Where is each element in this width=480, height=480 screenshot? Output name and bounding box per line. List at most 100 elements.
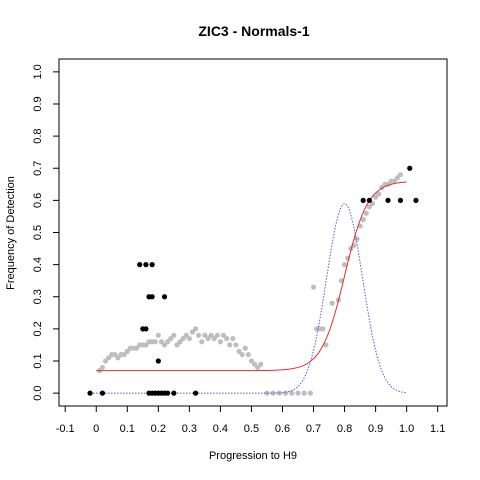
x-tick-label: 0.4 <box>213 423 228 435</box>
observed-point <box>407 165 413 171</box>
smoothed-point <box>329 300 335 306</box>
y-axis: 0.0 0.1 0.2 0.3 0.4 0.5 0.6 0.7 0.8 0.9 1.0 <box>32 64 59 401</box>
x-tick-label: 0.6 <box>275 423 290 435</box>
smoothed-point <box>171 332 177 338</box>
observed-point <box>149 294 155 300</box>
smoothed-point <box>301 390 307 396</box>
smoothed-point <box>174 342 180 348</box>
smoothed-point <box>211 335 217 342</box>
smoothed-point <box>354 236 360 242</box>
smoothed-point <box>199 339 205 345</box>
smoothed-point <box>341 262 348 268</box>
x-tick-label: 0.1 <box>120 423 135 435</box>
observed-point <box>161 294 168 300</box>
smoothed-point <box>236 348 242 354</box>
smoothed-point <box>239 351 245 358</box>
observed-point <box>171 390 177 396</box>
y-tick-label: 0.4 <box>32 257 44 272</box>
smoothed-point <box>152 339 158 345</box>
smoothed-point <box>214 332 220 338</box>
smoothed-point <box>323 342 329 348</box>
observed-point <box>155 358 161 364</box>
smoothed-point <box>264 390 270 396</box>
x-tick-label: 0 <box>93 423 99 435</box>
smoothed-point <box>233 342 239 348</box>
smoothed-point <box>310 284 317 290</box>
smoothed-point <box>307 390 314 396</box>
smoothed-point <box>230 335 236 342</box>
smoothed-point <box>186 335 192 342</box>
observed-point <box>385 197 391 203</box>
smoothed-point <box>220 332 227 338</box>
density-line <box>90 203 407 394</box>
observed-point <box>143 262 149 268</box>
x-tick-label: 1.0 <box>399 423 414 435</box>
x-tick-label: 0.3 <box>182 423 197 435</box>
smoothed-point <box>394 175 400 181</box>
smoothed-point <box>224 335 230 342</box>
y-tick-label: 0.2 <box>32 321 44 336</box>
smoothed-point <box>391 178 397 184</box>
smoothed-point <box>217 339 224 345</box>
smoothed-point <box>397 172 404 178</box>
smoothed-point <box>295 390 301 396</box>
observed-point <box>397 197 404 203</box>
smoothed-point <box>196 332 202 338</box>
smoothed-point <box>143 342 149 348</box>
smoothed-point <box>245 351 251 358</box>
smoothed-point <box>251 361 258 367</box>
smoothed-point <box>366 204 372 210</box>
smoothed-point <box>177 339 183 345</box>
smoothed-point <box>320 326 326 332</box>
observed-point <box>165 390 171 396</box>
smoothed-point <box>168 335 174 342</box>
chart-title: ZIC3 - Normals-1 <box>198 23 309 39</box>
smoothed-point <box>373 194 379 200</box>
smoothed-point <box>183 332 189 338</box>
y-tick-label: 0.6 <box>32 193 44 208</box>
smoothed-point <box>363 210 369 216</box>
smoothed-point <box>115 355 121 361</box>
y-tick-label: 0.8 <box>32 128 44 143</box>
observed-point <box>137 262 143 268</box>
y-tick-label: 0.1 <box>32 353 44 368</box>
smoothed-point <box>289 390 295 396</box>
y-tick-label: 0.0 <box>32 385 44 400</box>
smoothed-point <box>106 355 112 361</box>
smoothed-point <box>124 348 130 354</box>
observed-point <box>149 262 155 268</box>
smoothed-point <box>360 217 366 223</box>
smoothed-point <box>258 361 264 367</box>
plot-marks <box>87 165 419 396</box>
observed-point <box>143 326 149 332</box>
x-axis-label: Progression to H9 <box>209 450 297 462</box>
x-tick-label: 0.7 <box>306 423 321 435</box>
smoothed-point <box>192 326 199 332</box>
smoothed-point <box>165 339 171 345</box>
smoothed-point <box>161 342 168 348</box>
smoothed-point <box>155 332 161 338</box>
x-tick-label: 1.1 <box>430 423 445 435</box>
smoothed-point <box>158 339 165 345</box>
smoothed-point <box>99 364 106 371</box>
x-tick-label: 0.8 <box>337 423 352 435</box>
observed-point <box>360 197 366 203</box>
y-tick-label: 0.9 <box>32 96 44 111</box>
x-tick-label: 0.5 <box>244 423 259 435</box>
smoothed-point <box>202 332 208 338</box>
x-tick-label: 0.9 <box>368 423 383 435</box>
smoothed-point <box>248 358 255 364</box>
smoothed-point <box>255 364 261 371</box>
x-tick-label: -0.1 <box>56 423 75 435</box>
y-tick-label: 0.7 <box>32 161 44 176</box>
observed-point <box>413 197 419 203</box>
smoothed-point <box>227 342 233 348</box>
y-tick-label: 0.3 <box>32 289 44 304</box>
y-tick-label: 0.5 <box>32 225 44 240</box>
smoothed-point <box>369 200 376 207</box>
observed-point <box>192 390 199 396</box>
smoothed-point <box>134 345 140 351</box>
smoothed-point <box>112 351 118 358</box>
smoothed-point <box>205 335 211 342</box>
